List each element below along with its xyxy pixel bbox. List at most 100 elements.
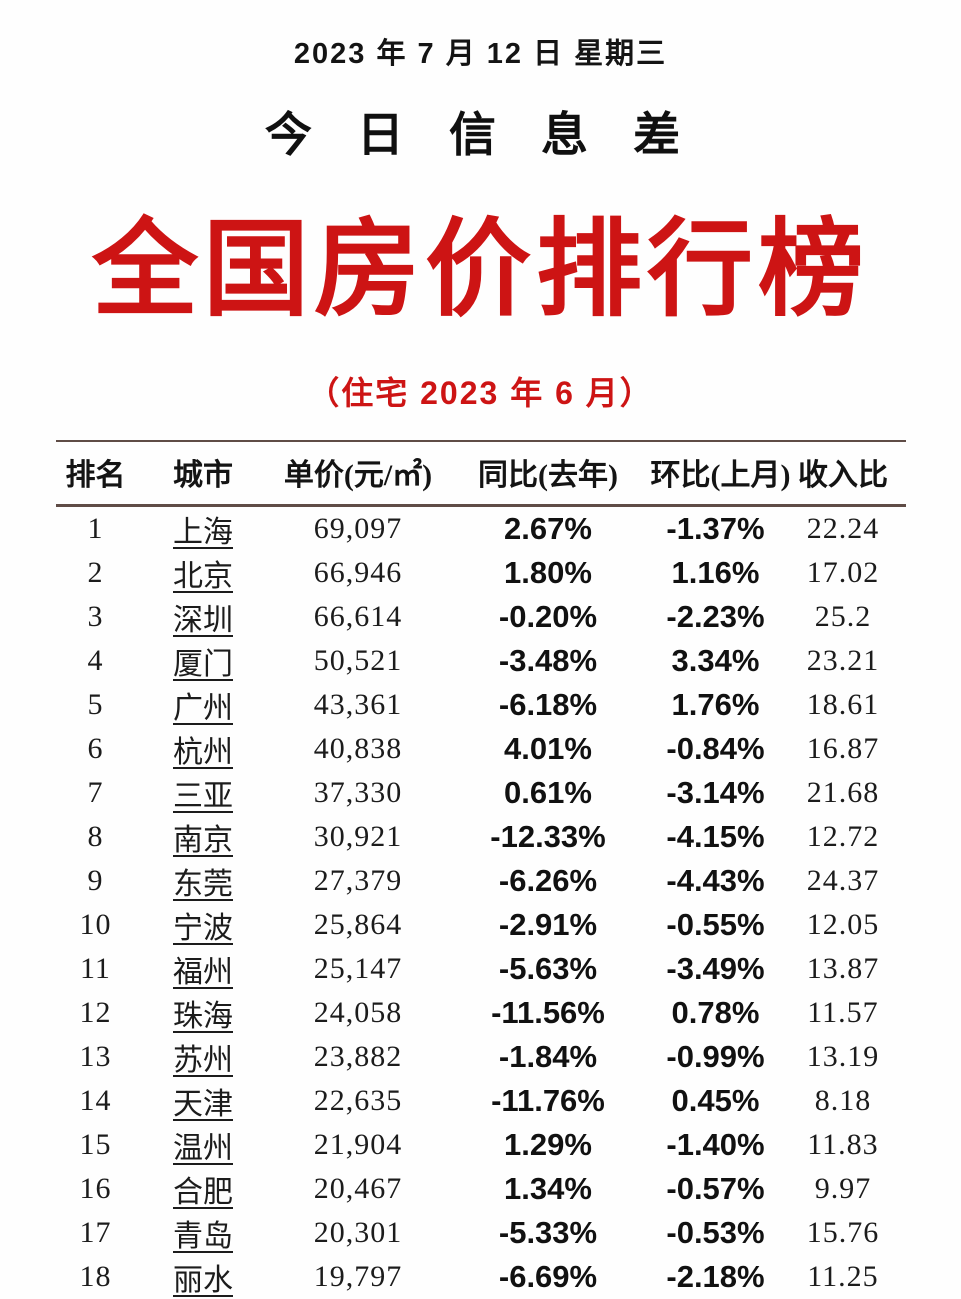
yoy-change-cell: -5.33% [498, 1214, 598, 1250]
unit-price-cell: 25,864 [313, 907, 403, 941]
city-name: 三亚 [173, 779, 233, 813]
unit-price-cell: 30,921 [313, 819, 403, 853]
yoy-change-cell: -1.84% [498, 1038, 598, 1074]
mom-change-cell: 0.45% [671, 1082, 760, 1118]
unit-price-cell: 22,635 [313, 1083, 403, 1117]
main-title: 全国房价排行榜 [92, 211, 869, 329]
yoy-change-cell: -11.56% [491, 994, 605, 1030]
income-ratio-cell: 17.02 [806, 555, 880, 589]
unit-price-cell: 43,361 [313, 687, 403, 721]
yoy-change-cell: 2.67% [504, 510, 592, 546]
income-ratio-cell: 11.57 [807, 995, 879, 1029]
rank-cell: 6 [87, 731, 104, 765]
price-table: 排名 城市 单价(元/㎡) 同比(去年) 环比(上月) 收入比 1 上海 69,… [55, 439, 906, 1299]
table-row: 9 东莞 27,379 -6.26% -4.43% 24.37 [56, 859, 906, 903]
income-ratio-cell: 21.68 [806, 775, 880, 809]
mom-change-cell: -0.57% [666, 1170, 765, 1206]
yoy-change-cell: 4.01% [504, 730, 592, 766]
unit-price-cell: 20,301 [313, 1215, 403, 1249]
unit-price-cell: 66,614 [313, 599, 403, 633]
mom-change-cell: -2.23% [666, 598, 765, 634]
unit-price-cell: 23,882 [313, 1039, 403, 1073]
income-ratio-cell: 12.72 [806, 819, 880, 853]
mom-change-cell: -2.18% [666, 1258, 765, 1294]
city-name: 合肥 [173, 1175, 233, 1209]
column-header-city: 城市 [135, 440, 271, 507]
yoy-change-cell: -2.91% [498, 906, 598, 942]
unit-price-cell: 21,904 [313, 1127, 403, 1161]
column-header-yoy: 同比(去年) [445, 440, 651, 507]
city-name: 苏州 [173, 1043, 233, 1077]
table-row: 12 珠海 24,058 -11.56% 0.78% 11.57 [56, 991, 906, 1035]
table-row: 18 丽水 19,797 -6.69% -2.18% 11.25 [56, 1255, 906, 1299]
column-header-income: 收入比 [780, 440, 906, 507]
mom-change-cell: -0.99% [666, 1038, 765, 1074]
city-name: 南京 [173, 823, 233, 857]
table-row: 16 合肥 20,467 1.34% -0.57% 9.97 [56, 1167, 906, 1211]
table-row: 2 北京 66,946 1.80% 1.16% 17.02 [56, 551, 906, 595]
city-name: 深圳 [173, 603, 233, 637]
unit-price-cell: 19,797 [313, 1259, 403, 1293]
table-row: 8 南京 30,921 -12.33% -4.15% 12.72 [56, 815, 906, 859]
unit-price-cell: 37,330 [313, 775, 403, 809]
table-row: 13 苏州 23,882 -1.84% -0.99% 13.19 [56, 1035, 906, 1079]
table-row: 10 宁波 25,864 -2.91% -0.55% 12.05 [56, 903, 906, 947]
header-row: 排名 城市 单价(元/㎡) 同比(去年) 环比(上月) 收入比 [55, 440, 906, 507]
mom-change-cell: -4.15% [666, 818, 765, 854]
table-row: 4 厦门 50,521 -3.48% 3.34% 23.21 [56, 639, 906, 683]
income-ratio-cell: 18.61 [806, 687, 880, 721]
yoy-change-cell: 1.29% [504, 1126, 592, 1162]
rank-cell: 12 [79, 995, 112, 1029]
rank-cell: 18 [79, 1259, 112, 1293]
mom-change-cell: 3.34% [671, 642, 760, 678]
unit-price-cell: 69,097 [313, 511, 403, 545]
income-ratio-cell: 8.18 [814, 1083, 872, 1117]
rank-cell: 3 [87, 599, 104, 633]
unit-price-cell: 66,946 [313, 555, 403, 589]
city-name: 厦门 [173, 647, 233, 681]
table-row: 6 杭州 40,838 4.01% -0.84% 16.87 [56, 727, 906, 771]
yoy-change-cell: -5.63% [498, 950, 598, 986]
income-ratio-cell: 13.87 [806, 951, 880, 985]
yoy-change-cell: -6.26% [498, 862, 598, 898]
table-row: 7 三亚 37,330 0.61% -3.14% 21.68 [56, 771, 906, 815]
income-ratio-cell: 23.21 [806, 643, 880, 677]
yoy-change-cell: 0.61% [504, 774, 592, 810]
rank-cell: 14 [79, 1083, 112, 1117]
city-name: 上海 [173, 515, 233, 549]
rank-cell: 5 [87, 687, 104, 721]
income-ratio-cell: 24.37 [806, 863, 880, 897]
rank-cell: 9 [87, 863, 104, 897]
yoy-change-cell: 1.34% [504, 1170, 592, 1206]
rank-cell: 4 [87, 643, 104, 677]
unit-price-cell: 20,467 [313, 1171, 403, 1205]
city-name: 东莞 [173, 867, 233, 901]
city-name: 宁波 [173, 911, 233, 945]
yoy-change-cell: -6.69% [498, 1258, 598, 1294]
income-ratio-cell: 9.97 [814, 1171, 872, 1205]
table-row: 14 天津 22,635 -11.76% 0.45% 8.18 [56, 1079, 906, 1123]
unit-price-cell: 25,147 [313, 951, 403, 985]
city-name: 丽水 [173, 1263, 233, 1297]
info-title: 今 日 信 息 差 [264, 108, 697, 161]
yoy-change-cell: -11.76% [491, 1082, 605, 1118]
rank-cell: 8 [87, 819, 104, 853]
mom-change-cell: 1.16% [671, 554, 760, 590]
rank-cell: 10 [79, 907, 112, 941]
yoy-change-cell: -6.18% [498, 686, 598, 722]
mom-change-cell: -3.14% [666, 774, 765, 810]
mom-change-cell: -1.37% [666, 510, 765, 546]
mom-change-cell: -0.53% [666, 1214, 765, 1250]
yoy-change-cell: -3.48% [498, 642, 598, 678]
unit-price-cell: 27,379 [313, 863, 403, 897]
table-row: 11 福州 25,147 -5.63% -3.49% 13.87 [56, 947, 906, 991]
yoy-change-cell: -0.20% [498, 598, 598, 634]
mom-change-cell: -0.84% [666, 730, 765, 766]
rank-cell: 17 [79, 1215, 112, 1249]
table-row: 3 深圳 66,614 -0.20% -2.23% 25.2 [56, 595, 906, 639]
city-name: 福州 [173, 955, 233, 989]
yoy-change-cell: -12.33% [490, 818, 606, 854]
table-row: 15 温州 21,904 1.29% -1.40% 11.83 [56, 1123, 906, 1167]
table-header: 排名 城市 单价(元/㎡) 同比(去年) 环比(上月) 收入比 [55, 440, 906, 507]
